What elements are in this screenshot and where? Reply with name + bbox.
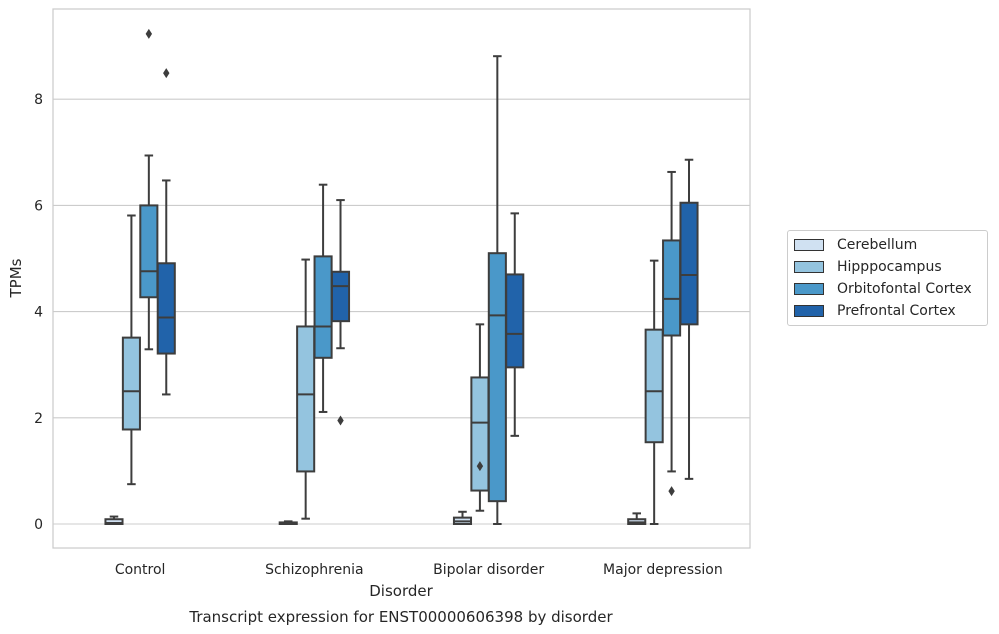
- y-tick-label-0: 0: [34, 517, 43, 533]
- box-rect-hipppocampus-schizophrenia: [296, 325, 316, 473]
- box-orbitofontal-cortex-control: [139, 28, 159, 351]
- legend-label-cerebellum: Cerebellum: [837, 237, 918, 253]
- box-rect-orbitofontal-cortex-schizophrenia: [313, 255, 333, 359]
- x-tick-label-bipolar-disorder: Bipolar disorder: [433, 562, 544, 578]
- x-tick-label-major-depression: Major depression: [603, 562, 723, 578]
- boxes: [104, 28, 699, 526]
- box-rect-hipppocampus-major-depression: [644, 328, 664, 444]
- box-rect-prefrontal-cortex-major-depression: [679, 201, 699, 326]
- box-hipppocampus-major-depression: [644, 259, 664, 525]
- box-prefrontal-cortex-bipolar-disorder: [505, 212, 525, 437]
- y-tick-label-6: 6: [34, 198, 43, 214]
- outlier-orbitofontal-cortex-major-depression-0: [668, 486, 675, 497]
- y-tick-labels: 0 2 4 6 8: [34, 92, 43, 533]
- legend-item-orbitofrontal-cortex: Orbitofontal Cortex: [794, 279, 972, 299]
- x-tick-label-schizophrenia: Schizophrenia: [265, 562, 363, 578]
- outlier-hipppocampus-bipolar-disorder-0: [476, 461, 484, 472]
- legend-item-prefrontal-cortex: Prefrontal Cortex: [794, 301, 956, 321]
- box-cerebellum-control: [104, 515, 124, 526]
- legend-swatch-hippocampus: [794, 261, 824, 273]
- box-hipppocampus-bipolar-disorder: [470, 323, 490, 512]
- box-rect-prefrontal-cortex-control: [156, 262, 176, 355]
- box-prefrontal-cortex-schizophrenia: [330, 199, 351, 426]
- box-rect-prefrontal-cortex-schizophrenia: [330, 270, 351, 323]
- box-hipppocampus-control: [121, 214, 141, 486]
- legend-label-orbitofrontal-cortex: Orbitofontal Cortex: [837, 281, 972, 297]
- outlier-prefrontal-cortex-control-0: [163, 68, 170, 79]
- plot-area-frame: [52, 8, 751, 549]
- box-cerebellum-schizophrenia: [278, 520, 298, 525]
- legend-swatch-prefrontal-cortex: [794, 305, 824, 317]
- box-rect-hipppocampus-bipolar-disorder: [470, 376, 490, 492]
- box-rect-cerebellum-control: [104, 518, 124, 526]
- y-tick-label-4: 4: [34, 305, 43, 321]
- box-rect-prefrontal-cortex-bipolar-disorder: [505, 273, 525, 369]
- x-tick-labels: Control Schizophrenia Bipolar disorder Majo…: [115, 562, 723, 578]
- outlier-prefrontal-cortex-schizophrenia-0: [337, 415, 344, 426]
- box-hipppocampus-schizophrenia: [296, 258, 316, 520]
- box-cerebellum-bipolar-disorder: [452, 510, 473, 525]
- legend-swatch-orbitofrontal-cortex: [794, 283, 824, 295]
- legend: Cerebellum Hipppocampus Orbitofontal Cor…: [787, 230, 988, 326]
- box-prefrontal-cortex-control: [156, 68, 176, 396]
- y-tick-label-8: 8: [34, 92, 43, 108]
- legend-label-prefrontal-cortex: Prefrontal Cortex: [837, 303, 956, 319]
- box-rect-orbitofontal-cortex-bipolar-disorder: [487, 252, 507, 503]
- box-orbitofontal-cortex-major-depression: [662, 170, 682, 497]
- y-tick-label-2: 2: [34, 411, 43, 427]
- box-cerebellum-major-depression: [627, 512, 647, 526]
- x-tick-label-control: Control: [115, 562, 166, 578]
- box-orbitofontal-cortex-schizophrenia: [313, 183, 333, 413]
- box-rect-orbitofontal-cortex-control: [139, 204, 159, 299]
- legend-label-hippocampus: Hipppocampus: [837, 259, 942, 275]
- legend-swatch-cerebellum: [794, 239, 824, 251]
- y-axis-title: TPMs: [7, 258, 25, 298]
- box-orbitofontal-cortex-bipolar-disorder: [487, 55, 507, 525]
- x-axis-title: Disorder: [369, 582, 433, 600]
- box-prefrontal-cortex-major-depression: [679, 158, 699, 480]
- box-rect-orbitofontal-cortex-major-depression: [662, 239, 682, 337]
- legend-item-hippocampus: Hipppocampus: [794, 257, 942, 277]
- box-rect-hipppocampus-control: [121, 336, 141, 431]
- legend-item-cerebellum: Cerebellum: [794, 235, 917, 255]
- chart-title: Transcript expression for ENST0000060639…: [188, 608, 613, 626]
- outlier-orbitofontal-cortex-control-0: [145, 28, 153, 39]
